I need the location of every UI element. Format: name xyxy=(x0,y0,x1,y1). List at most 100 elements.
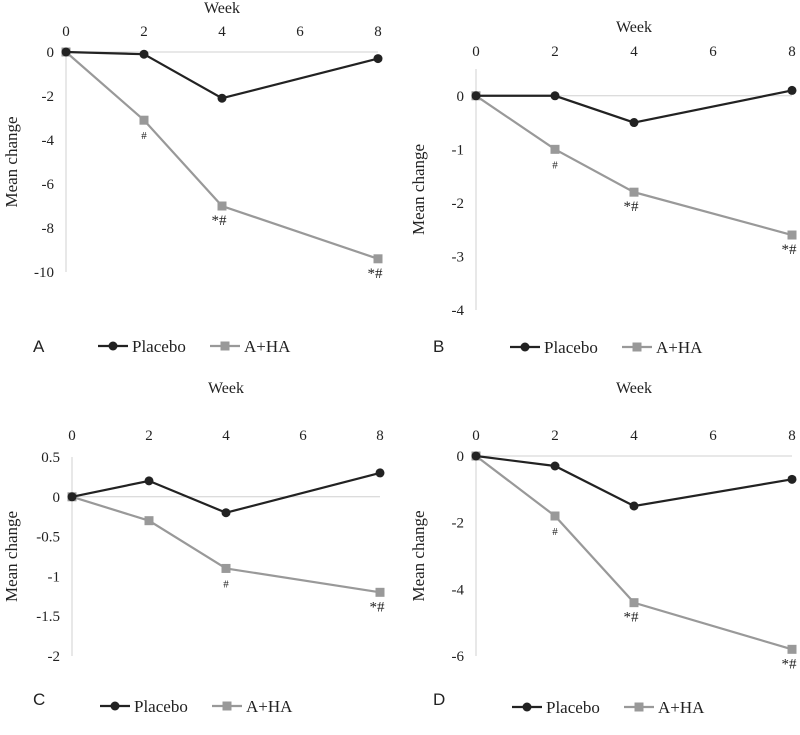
legend: Placebo A+HA xyxy=(510,338,703,357)
legend-label-placebo: Placebo xyxy=(546,698,600,717)
y-axis-label: Mean change xyxy=(409,144,428,235)
series-line-a-ha xyxy=(65,51,379,260)
legend-label-placebo: Placebo xyxy=(544,338,598,357)
data-point-a-ha xyxy=(787,644,797,654)
data-point-placebo xyxy=(787,474,797,484)
data-point-a-ha xyxy=(550,144,560,154)
y-tick-label: -10 xyxy=(34,265,54,281)
panel-letter: A xyxy=(33,337,45,356)
data-point-placebo xyxy=(629,501,639,511)
significance-marker: *# xyxy=(782,656,798,672)
series-line-placebo xyxy=(475,454,793,508)
legend-label-a-ha: A+HA xyxy=(246,697,293,716)
y-tick-label: -2 xyxy=(452,516,465,532)
chart-panel-d: Week 0 2 4 6 8 0 -2 -4 -6 Mean change # *# *# D Placebo… xyxy=(409,380,797,717)
data-point-a-ha xyxy=(550,511,560,521)
panel-letter: B xyxy=(433,337,444,356)
significance-marker: # xyxy=(223,578,229,590)
data-point-a-ha xyxy=(787,230,797,240)
y-tick-label: -4 xyxy=(452,303,465,319)
y-tick-label: -4 xyxy=(42,133,55,149)
chart-title: Week xyxy=(204,0,240,17)
y-tick-label: -2 xyxy=(48,649,61,665)
data-point-placebo xyxy=(217,93,227,103)
y-tick-label: 0 xyxy=(47,45,55,61)
y-tick-label: 0 xyxy=(53,490,61,506)
data-point-placebo xyxy=(629,118,639,128)
x-tick-label: 0 xyxy=(472,44,480,60)
x-tick-label: 0 xyxy=(62,24,70,40)
x-tick-label: 4 xyxy=(630,428,638,444)
significance-marker: *# xyxy=(368,266,384,282)
data-point-placebo xyxy=(375,468,385,478)
significance-marker: *# xyxy=(370,599,386,615)
x-tick-label: 8 xyxy=(376,428,384,444)
x-tick-label: 2 xyxy=(551,44,559,60)
x-tick-label: 0 xyxy=(68,428,76,444)
x-tick-label: 2 xyxy=(551,428,559,444)
y-tick-label: -6 xyxy=(452,649,465,665)
data-point-a-ha xyxy=(629,187,639,197)
legend: Placebo A+HA xyxy=(98,337,291,356)
y-tick-label: -1.5 xyxy=(36,609,60,625)
data-point-placebo xyxy=(471,91,481,101)
series-line-placebo xyxy=(476,89,793,124)
series-line-a-ha xyxy=(475,455,793,651)
y-tick-label: -1 xyxy=(48,569,61,585)
data-point-a-ha xyxy=(629,598,639,608)
data-point-a-ha xyxy=(144,516,154,526)
x-tick-label: 0 xyxy=(472,428,480,444)
data-point-placebo xyxy=(787,85,797,95)
x-tick-label: 8 xyxy=(374,24,382,40)
data-point-placebo xyxy=(550,461,560,471)
data-point-a-ha xyxy=(373,254,383,264)
data-point-placebo xyxy=(139,49,149,59)
series-line-a-ha xyxy=(71,495,381,594)
x-tick-label: 8 xyxy=(788,428,796,444)
data-point-a-ha xyxy=(375,587,385,597)
significance-marker: # xyxy=(141,130,147,142)
data-point-a-ha xyxy=(217,201,227,211)
legend-marker-placebo xyxy=(110,701,120,711)
legend-label-placebo: Placebo xyxy=(132,337,186,356)
legend-marker-a-ha xyxy=(222,701,232,711)
data-point-placebo xyxy=(373,54,383,64)
x-tick-label: 6 xyxy=(299,428,307,444)
data-point-placebo xyxy=(67,492,77,502)
y-tick-label: -1 xyxy=(452,142,465,158)
y-axis-label: Mean change xyxy=(2,511,21,602)
legend-marker-placebo xyxy=(108,341,118,351)
series-line-a-ha xyxy=(475,94,793,237)
series-line-placebo xyxy=(71,471,381,514)
data-point-placebo xyxy=(550,91,560,101)
legend-marker-a-ha xyxy=(632,342,642,352)
chart-panel-b: Week 0 2 4 6 8 0 -1 -2 -3 -4 Mean change # *# *# B Place… xyxy=(409,19,797,357)
legend-label-a-ha: A+HA xyxy=(658,698,705,717)
series-line-placebo xyxy=(65,50,379,100)
significance-marker: *# xyxy=(782,242,798,258)
legend-marker-placebo xyxy=(522,702,532,712)
legend-label-placebo: Placebo xyxy=(134,697,188,716)
chart-panel-c: Week 0 2 4 6 8 0.5 0 -0.5 -1 -1.5 -2 Mean change # *# C… xyxy=(2,380,385,716)
legend: Placebo A+HA xyxy=(512,698,705,717)
y-tick-label: -8 xyxy=(42,221,55,237)
y-tick-label: -6 xyxy=(42,177,55,193)
legend-label-a-ha: A+HA xyxy=(244,337,291,356)
data-point-placebo xyxy=(471,451,481,461)
x-tick-label: 6 xyxy=(709,44,717,60)
x-tick-label: 4 xyxy=(218,24,226,40)
x-tick-label: 4 xyxy=(630,44,638,60)
y-tick-label: 0.5 xyxy=(41,450,60,466)
significance-marker: *# xyxy=(212,213,228,229)
panel-letter: D xyxy=(433,690,445,709)
x-tick-label: 2 xyxy=(145,428,153,444)
legend-marker-placebo xyxy=(520,342,530,352)
legend-marker-a-ha xyxy=(220,341,230,351)
legend-marker-a-ha xyxy=(634,702,644,712)
chart-panel-a: Week 0 2 4 6 8 0 -2 -4 -6 -8 -10 Mean change # *# *# A Pl… xyxy=(2,0,383,356)
significance-marker: # xyxy=(552,159,558,171)
y-tick-label: -2 xyxy=(452,196,465,212)
y-tick-label: 0 xyxy=(457,89,465,105)
x-tick-label: 6 xyxy=(709,428,717,444)
